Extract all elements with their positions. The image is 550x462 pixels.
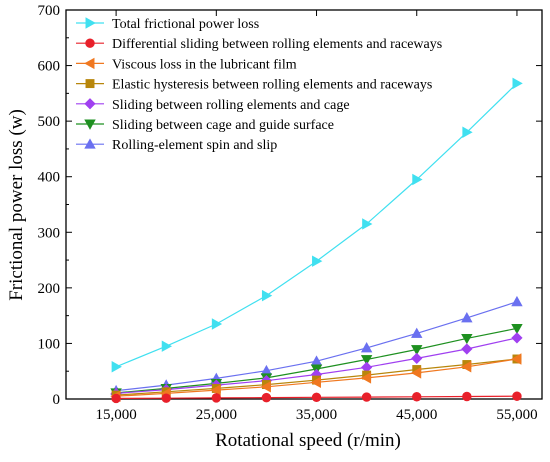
legend: Total frictional power loss Differential … (76, 17, 442, 153)
data-point (261, 392, 272, 403)
data-point (410, 367, 422, 379)
y-tick-label: 300 (38, 225, 61, 241)
data-point (261, 289, 273, 302)
data-point (461, 312, 473, 323)
data-point (361, 392, 372, 402)
y-tick-label: 600 (38, 59, 61, 75)
data-point (360, 372, 372, 384)
legend-label: Viscous loss in the lubricant film (112, 57, 297, 72)
data-point (362, 218, 373, 230)
data-point (462, 126, 473, 138)
data-point (511, 295, 523, 307)
legend-marker (85, 38, 95, 48)
x-tick-label: 15,000 (95, 407, 136, 423)
data-point (210, 384, 221, 396)
data-point (412, 392, 422, 402)
data-point (461, 343, 473, 355)
legend-item: Viscous loss in the lubricant film (76, 57, 297, 72)
legend-marker (84, 138, 96, 149)
data-point (360, 355, 373, 366)
y-axis-title: Frictional power loss (w) (6, 109, 27, 301)
data-point (360, 342, 373, 353)
data-point (111, 393, 121, 404)
x-tick-label: 25,000 (196, 407, 237, 423)
series-1 (111, 391, 522, 404)
data-point (411, 327, 423, 338)
legend-label: Sliding between rolling elements and cag… (112, 98, 350, 113)
legend-label: Sliding between cage and guide surface (112, 118, 334, 133)
legend-label: Elastic hysteresis between rolling eleme… (112, 78, 432, 93)
data-point (461, 361, 472, 373)
data-point (511, 323, 523, 335)
y-tick-label: 500 (38, 114, 61, 130)
data-point (211, 318, 223, 330)
data-point (412, 173, 423, 186)
data-point (411, 345, 423, 356)
legend-item: Differential sliding between rolling ele… (76, 37, 442, 52)
y-tick-label: 0 (53, 392, 61, 408)
legend-marker (84, 98, 96, 110)
legend-item: Sliding between cage and guide surface (76, 118, 334, 133)
data-point (311, 392, 322, 403)
data-point (161, 340, 173, 352)
data-point (211, 393, 222, 403)
data-point (312, 255, 323, 267)
data-point (462, 391, 472, 402)
x-axis-title: Rotational speed (r/min) (215, 430, 401, 451)
legend-label: Total frictional power loss (112, 17, 259, 32)
legend-marker (84, 119, 96, 130)
legend-label: Differential sliding between rolling ele… (112, 37, 442, 52)
x-tick-label: 55,000 (496, 407, 537, 423)
data-point (511, 353, 522, 365)
data-point (512, 391, 522, 401)
data-point (512, 77, 523, 90)
plot-area: 15,000 25,000 35,000 45,000 55,000 0 100 200 300… (38, 3, 543, 423)
legend-item: Rolling-element spin and slip (76, 138, 277, 153)
y-tick-label: 100 (38, 336, 61, 352)
x-tick-label: 45,000 (396, 407, 437, 423)
data-point (111, 361, 122, 373)
legend-marker (85, 79, 95, 89)
data-point (161, 393, 171, 403)
legend-item: Sliding between rolling elements and cag… (76, 98, 350, 113)
legend-item: Total frictional power loss (76, 17, 259, 32)
legend-label: Rolling-element spin and slip (112, 138, 277, 153)
series-0 (111, 77, 523, 373)
legend-marker (85, 17, 96, 29)
x-tick-label: 35,000 (296, 407, 337, 423)
y-tick-label: 400 (38, 170, 61, 186)
legend-item: Elastic hysteresis between rolling eleme… (76, 78, 432, 93)
data-point (310, 376, 321, 389)
data-point (511, 332, 523, 344)
y-tick-label: 700 (38, 3, 61, 19)
y-tick-label: 200 (38, 281, 61, 297)
data-point (411, 352, 423, 365)
data-point (461, 333, 473, 345)
legend-marker (84, 57, 95, 70)
data-point (260, 381, 271, 393)
